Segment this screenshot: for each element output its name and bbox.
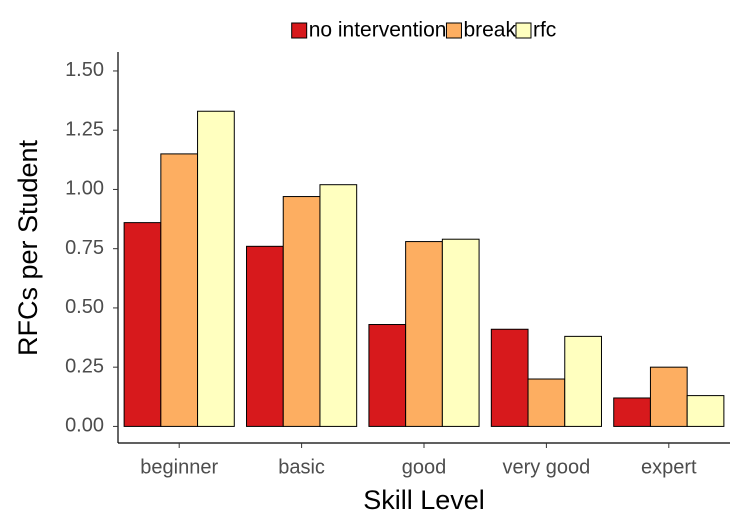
x-tick-label: beginner [140,456,218,478]
bar [197,110,235,427]
y-tick-label: 1.25 [65,118,104,140]
bar [319,184,358,427]
legend-swatch [291,22,308,39]
bar [405,241,443,427]
bar [441,238,480,427]
bar [282,196,321,427]
x-tick-label: basic [278,456,325,478]
legend-label: break [463,19,516,42]
x-tick-label: very good [502,456,590,478]
bar [527,378,566,427]
y-axis-title: RFCs per Student [13,139,43,356]
bar [564,335,602,427]
bar [160,153,199,427]
y-tick-label: 1.00 [65,178,104,200]
bar [613,397,651,427]
y-tick-label: 0.25 [65,355,104,377]
bar [246,245,284,427]
y-tick-label: 1.50 [65,59,104,81]
bar [368,324,407,427]
y-tick-label: 0.50 [65,296,104,318]
y-tick-label: 0.00 [65,415,104,437]
legend-swatch [515,22,532,39]
x-axis-title: Skill Level [363,485,485,515]
bar [686,395,725,427]
bar [649,366,688,427]
legend-label: rfc [533,19,556,42]
legend-label: no intervention [309,19,447,42]
y-tick-label: 0.75 [65,237,104,259]
bar [123,222,162,427]
x-tick-label: expert [641,456,697,478]
bar [490,328,529,427]
x-tick-label: good [402,456,447,478]
legend-swatch [445,22,462,39]
